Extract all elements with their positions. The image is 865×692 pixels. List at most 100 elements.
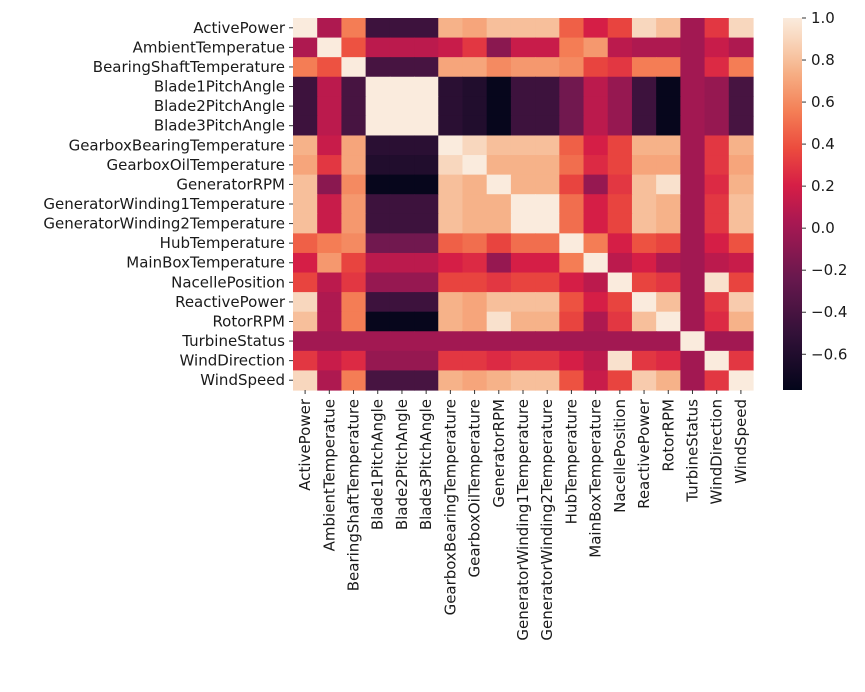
heatmap-cell — [704, 272, 730, 293]
colorbar-tick-label: −0.6 — [811, 345, 847, 363]
heatmap-cell — [559, 311, 585, 332]
heatmap-cell — [414, 96, 439, 117]
heatmap-cell — [535, 96, 560, 117]
heatmap-cell — [631, 213, 657, 234]
heatmap-cell — [704, 174, 730, 195]
heatmap-cell — [607, 370, 633, 391]
heatmap-cell — [583, 292, 609, 313]
heatmap-cell — [559, 57, 585, 78]
heatmap-cell — [462, 213, 488, 234]
heatmap-cell — [559, 233, 585, 254]
heatmap-cell — [607, 96, 633, 117]
heatmap-cell — [728, 350, 754, 372]
heatmap-cell — [341, 252, 367, 274]
heatmap-cell — [414, 252, 439, 274]
heatmap-cell — [462, 331, 488, 352]
heatmap-cell — [535, 37, 560, 58]
y-tick-label: Blade3PitchAngle — [154, 117, 285, 135]
heatmap-cell — [438, 370, 464, 391]
heatmap-cell — [607, 37, 633, 58]
heatmap-cell — [486, 272, 512, 293]
y-tick-label: AmbientTemperatue — [133, 38, 285, 56]
heatmap-cell — [559, 370, 585, 391]
heatmap-cell — [510, 213, 536, 234]
heatmap-cell — [365, 135, 391, 156]
heatmap-cell — [607, 272, 633, 293]
heatmap-cell — [414, 350, 439, 372]
heatmap-cell — [341, 350, 367, 372]
heatmap-cell — [728, 311, 754, 332]
heatmap-cell — [365, 194, 391, 215]
heatmap-cell — [389, 115, 415, 137]
heatmap-cell — [656, 213, 681, 234]
heatmap-cell — [486, 350, 512, 372]
heatmap-cell — [704, 370, 730, 391]
heatmap-cell — [656, 18, 681, 39]
heatmap-cell — [438, 194, 464, 215]
heatmap-cell — [631, 37, 657, 58]
heatmap-cell — [317, 272, 343, 293]
heatmap-cell — [631, 76, 657, 97]
heatmap-cell — [462, 292, 488, 313]
heatmap-cell — [389, 292, 415, 313]
heatmap-cell — [389, 57, 415, 78]
heatmap-cell — [559, 115, 585, 137]
heatmap-cell — [631, 252, 657, 274]
heatmap-cell — [704, 76, 730, 97]
heatmap-cell — [559, 194, 585, 215]
heatmap-cell — [486, 115, 512, 137]
heatmap-cell — [414, 115, 439, 137]
heatmap-cell — [389, 174, 415, 195]
heatmap-cell — [607, 292, 633, 313]
heatmap-cell — [486, 370, 512, 391]
x-tick-label: AmbientTemperatue — [320, 399, 338, 551]
heatmap-cell — [728, 174, 754, 195]
heatmap-cell — [293, 331, 318, 352]
heatmap-cell — [486, 292, 512, 313]
heatmap-cell — [656, 96, 681, 117]
heatmap-cell — [631, 331, 657, 352]
colorbar: 1.0 0.8 0.6 0.4 0.2 0.0 −0.2 −0.4 −0.6 — [783, 9, 847, 390]
x-tick-label: Blade2PitchAngle — [393, 399, 411, 530]
heatmap-cell — [389, 233, 415, 254]
heatmap-cell — [462, 272, 488, 293]
heatmap-cell — [365, 174, 391, 195]
heatmap-cell — [462, 370, 488, 391]
x-tick-label: GearboxOilTemperature — [466, 399, 484, 577]
heatmap-cell — [365, 76, 391, 97]
heatmap-cell — [293, 370, 318, 391]
heatmap-cell — [486, 331, 512, 352]
heatmap-cell — [293, 76, 318, 97]
heatmap-cell — [535, 135, 560, 156]
heatmap-cell — [583, 272, 609, 293]
heatmap-cell — [438, 331, 464, 352]
heatmap-cell — [656, 155, 681, 176]
heatmap-cell — [486, 155, 512, 176]
heatmap-cell — [728, 213, 754, 234]
heatmap-cell — [293, 37, 318, 58]
heatmap-cell — [704, 233, 730, 254]
heatmap-cell — [535, 174, 560, 195]
heatmap-cell — [631, 194, 657, 215]
heatmap-cell — [317, 213, 343, 234]
heatmap-cell — [293, 96, 318, 117]
heatmap-cell — [341, 37, 367, 58]
heatmap-cell — [510, 96, 536, 117]
heatmap-cell — [559, 331, 585, 352]
heatmap-cell — [728, 115, 754, 137]
heatmap-cell — [704, 292, 730, 313]
heatmap-cell — [535, 370, 560, 391]
heatmap-cell — [583, 370, 609, 391]
heatmap-cell — [680, 311, 706, 332]
heatmap-cell — [583, 194, 609, 215]
heatmap-cell — [462, 155, 488, 176]
colorbar-ticks: 1.0 0.8 0.6 0.4 0.2 0.0 −0.2 −0.4 −0.6 — [802, 9, 847, 363]
heatmap-cell — [631, 272, 657, 293]
heatmap-cell — [317, 18, 343, 39]
heatmap-cell — [293, 155, 318, 176]
heatmap-cell — [486, 252, 512, 274]
heatmap-cell — [607, 155, 633, 176]
heatmap-cell — [317, 370, 343, 391]
x-tick-label: GearboxBearingTemperature — [441, 399, 459, 615]
heatmap-cell — [680, 331, 706, 352]
